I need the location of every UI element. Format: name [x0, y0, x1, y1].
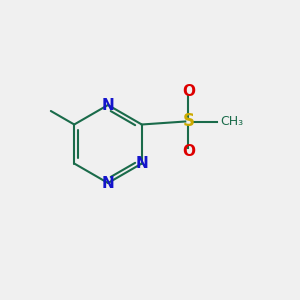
- Text: CH₃: CH₃: [220, 115, 243, 128]
- Text: N: N: [102, 98, 114, 112]
- Text: S: S: [182, 112, 194, 130]
- Text: N: N: [102, 176, 114, 190]
- Text: N: N: [135, 156, 148, 171]
- Text: O: O: [182, 144, 195, 159]
- Text: O: O: [182, 84, 195, 99]
